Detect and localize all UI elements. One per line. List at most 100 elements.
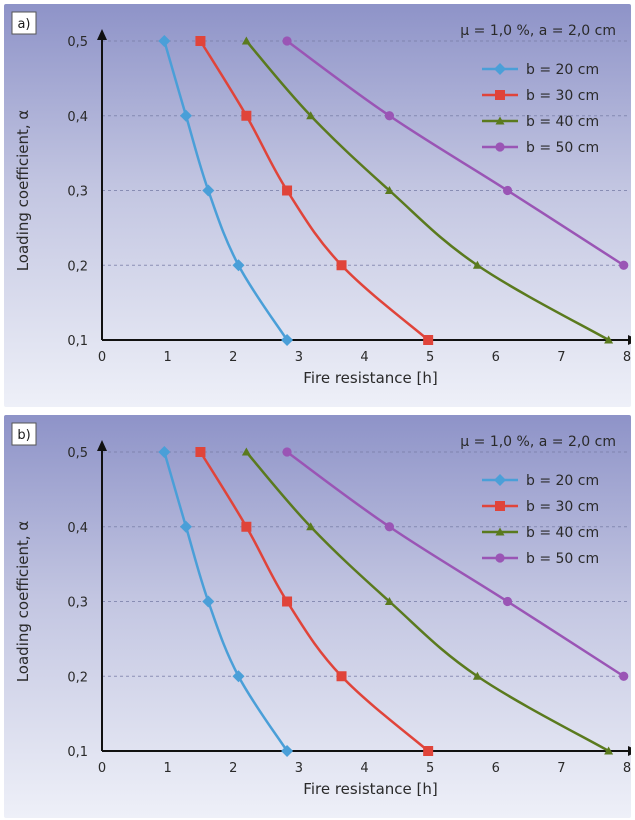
x-tick-label: 4 bbox=[360, 350, 368, 365]
x-axis-arrow bbox=[628, 335, 631, 345]
series-3 bbox=[241, 36, 614, 344]
data-point bbox=[158, 35, 171, 47]
x-tick-label: 3 bbox=[295, 761, 303, 776]
y-axis-label: Loading coefficient, α bbox=[14, 521, 32, 683]
panel-label-text: b) bbox=[17, 428, 30, 443]
y-tick-label: 0,1 bbox=[67, 745, 88, 760]
x-tick-label: 1 bbox=[163, 350, 171, 365]
legend-item: b = 30 cm bbox=[482, 88, 599, 104]
data-point bbox=[384, 186, 394, 194]
legend-item: b = 40 cm bbox=[482, 114, 599, 130]
legend-label: b = 40 cm bbox=[526, 525, 599, 541]
y-tick-label: 0,4 bbox=[67, 110, 88, 125]
panel-label: a) bbox=[11, 11, 37, 35]
legend-item: b = 20 cm bbox=[482, 473, 599, 489]
legend-item: b = 50 cm bbox=[482, 551, 599, 567]
legend-item: b = 50 cm bbox=[482, 140, 599, 156]
data-point bbox=[604, 746, 614, 755]
data-point bbox=[202, 184, 215, 197]
legend-item: b = 20 cm bbox=[482, 62, 599, 78]
data-point bbox=[619, 671, 629, 681]
x-axis-arrow bbox=[628, 746, 631, 756]
chart-b: 0 1 2 3 4 5 6 7 8 0,1 0,2 0,3 0,4 0,5 Fire resistance … bbox=[4, 415, 631, 818]
data-point bbox=[502, 185, 513, 196]
legend-label: b = 20 cm bbox=[526, 473, 599, 489]
data-point bbox=[282, 185, 293, 196]
legend-item: b = 30 cm bbox=[482, 499, 599, 515]
series-3 bbox=[241, 447, 614, 755]
y-tick-label: 0,3 bbox=[67, 185, 88, 200]
x-tick-label: 4 bbox=[360, 761, 368, 776]
x-tick-label: 5 bbox=[426, 350, 434, 365]
data-point bbox=[158, 446, 171, 458]
x-tick-label: 0 bbox=[98, 350, 106, 365]
y-axis-arrow bbox=[97, 440, 107, 451]
series-1 bbox=[158, 446, 294, 757]
data-point bbox=[384, 111, 395, 121]
x-tick-label: 6 bbox=[492, 761, 500, 776]
data-point bbox=[281, 745, 294, 757]
y-tick-label: 0,2 bbox=[67, 670, 88, 685]
series-2 bbox=[195, 447, 434, 756]
data-point bbox=[241, 36, 251, 45]
legend-marker bbox=[495, 553, 505, 563]
legend-label: b = 50 cm bbox=[526, 140, 599, 156]
data-point bbox=[282, 596, 293, 607]
x-tick-label: 8 bbox=[623, 350, 631, 365]
data-point bbox=[241, 447, 251, 456]
data-point bbox=[180, 520, 192, 533]
data-point bbox=[180, 109, 192, 122]
legend-label: b = 40 cm bbox=[526, 114, 599, 130]
x-tick-label: 2 bbox=[229, 761, 237, 776]
series-4 bbox=[282, 36, 629, 270]
panel-label-box bbox=[11, 422, 37, 446]
y-tick-label: 0,5 bbox=[67, 35, 88, 50]
data-point bbox=[195, 36, 206, 46]
legend-marker bbox=[495, 501, 505, 511]
chart-annotation: μ = 1,0 %, a = 2,0 cm bbox=[460, 23, 616, 39]
x-tick-label: 0 bbox=[98, 761, 106, 776]
legend-marker bbox=[494, 474, 506, 486]
legend-marker bbox=[495, 527, 505, 536]
data-point bbox=[306, 522, 316, 531]
chart-panel-a: 0 1 2 3 4 5 6 7 8 0,1 0,2 0,3 0,4 0,5 Fire resistance … bbox=[4, 4, 631, 407]
panel-label-text: a) bbox=[17, 17, 30, 32]
y-tick-label: 0,3 bbox=[67, 596, 88, 611]
data-point bbox=[306, 111, 316, 120]
data-point bbox=[241, 110, 252, 121]
data-point bbox=[282, 36, 292, 46]
x-tick-label: 2 bbox=[229, 350, 237, 365]
y-axis-label: Loading coefficient, α bbox=[14, 110, 32, 272]
legend-marker bbox=[494, 63, 506, 75]
y-tick-label: 0,5 bbox=[67, 446, 88, 461]
data-point bbox=[336, 260, 347, 271]
x-tick-label: 6 bbox=[492, 350, 500, 365]
panel-label-box bbox=[11, 11, 37, 35]
data-point bbox=[423, 746, 434, 756]
x-tick-label: 5 bbox=[426, 761, 434, 776]
chart-a: 0 1 2 3 4 5 6 7 8 0,1 0,2 0,3 0,4 0,5 Fire resistance … bbox=[4, 4, 631, 407]
chart-annotation: μ = 1,0 %, a = 2,0 cm bbox=[460, 434, 616, 450]
data-point bbox=[502, 596, 513, 607]
legend-item: b = 40 cm bbox=[482, 525, 599, 541]
legend-label: b = 20 cm bbox=[526, 62, 599, 78]
data-point bbox=[232, 670, 245, 683]
x-tick-label: 1 bbox=[163, 761, 171, 776]
data-point bbox=[619, 260, 629, 270]
data-point bbox=[241, 521, 252, 532]
x-tick-label: 3 bbox=[295, 350, 303, 365]
y-axis-arrow bbox=[97, 29, 107, 40]
y-tick-label: 0,2 bbox=[67, 259, 88, 274]
x-tick-label: 7 bbox=[557, 761, 565, 776]
data-point bbox=[281, 334, 294, 346]
y-tick-label: 0,4 bbox=[67, 521, 88, 536]
data-point bbox=[384, 597, 394, 605]
series-2 bbox=[195, 36, 434, 345]
panel-label: b) bbox=[11, 422, 37, 446]
series-line bbox=[245, 40, 610, 342]
series-line bbox=[286, 450, 625, 678]
x-axis-label: Fire resistance [h] bbox=[303, 369, 437, 387]
data-point bbox=[282, 447, 292, 457]
x-tick-label: 7 bbox=[557, 350, 565, 365]
legend-label: b = 50 cm bbox=[526, 551, 599, 567]
